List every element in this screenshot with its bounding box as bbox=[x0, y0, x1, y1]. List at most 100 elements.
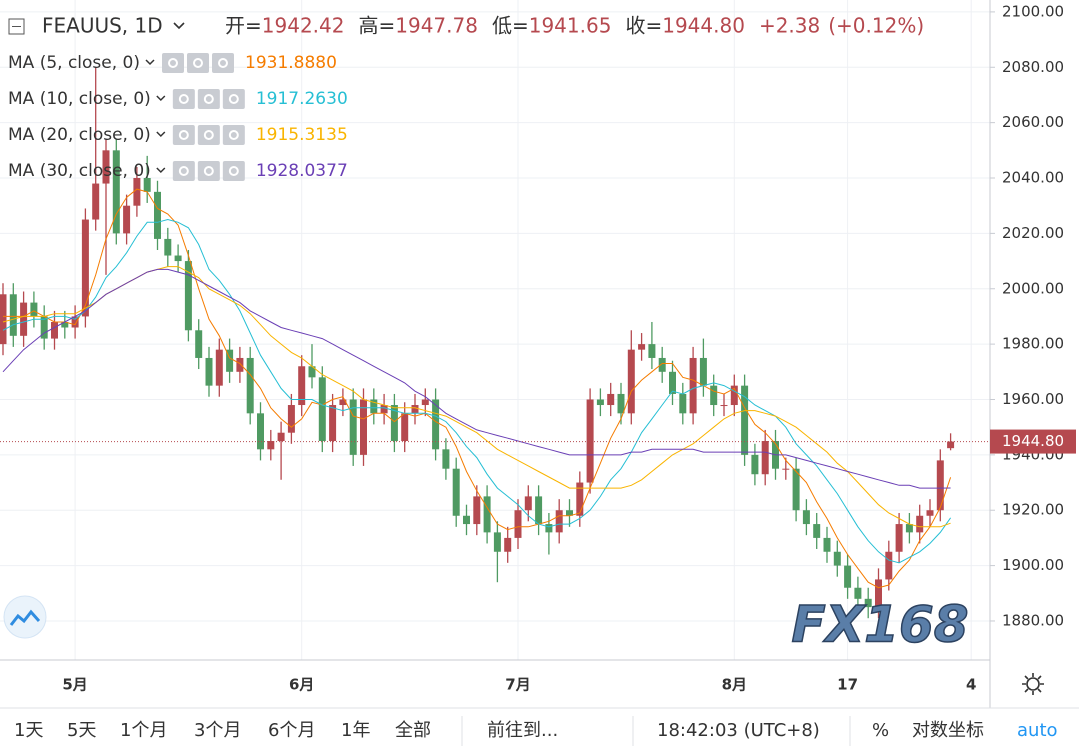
dropdown-icon[interactable] bbox=[156, 95, 166, 102]
candle-body bbox=[885, 551, 893, 580]
range-button[interactable]: 6个月 bbox=[268, 720, 315, 741]
candle-body bbox=[710, 385, 718, 406]
candle-body bbox=[792, 468, 800, 511]
range-button[interactable]: 全部 bbox=[395, 720, 431, 741]
candle-body bbox=[586, 399, 594, 483]
candle-body bbox=[566, 510, 573, 516]
close-button[interactable] bbox=[222, 89, 245, 109]
gear-icon bbox=[203, 130, 214, 140]
legend-name[interactable]: MA (10, close, 0) bbox=[8, 89, 151, 109]
range-button[interactable]: 5天 bbox=[67, 720, 96, 741]
y-tick-label: 2020.00 bbox=[1002, 224, 1064, 242]
range-button[interactable]: 3个月 bbox=[194, 720, 241, 741]
candle-body bbox=[699, 357, 707, 386]
dropdown-icon[interactable] bbox=[173, 22, 185, 30]
candle-body bbox=[442, 449, 450, 469]
legend-name[interactable]: MA (20, close, 0) bbox=[8, 125, 151, 145]
candle-body bbox=[61, 321, 69, 328]
candle-body bbox=[246, 357, 254, 414]
candle-body bbox=[514, 510, 522, 538]
close-button[interactable] bbox=[212, 53, 234, 73]
x-tick-label: 8月 bbox=[722, 676, 747, 694]
x-tick-label: 5月 bbox=[62, 676, 87, 694]
goto-button[interactable]: 前往到... bbox=[487, 720, 558, 741]
x-tick-label: 17 bbox=[837, 676, 858, 694]
eye-button[interactable] bbox=[172, 161, 195, 181]
eye-button[interactable] bbox=[172, 125, 195, 145]
auto-button[interactable]: auto bbox=[1017, 720, 1058, 741]
field-value: 1947.78 bbox=[395, 14, 478, 38]
candle-body bbox=[545, 524, 553, 533]
range-button[interactable]: 1天 bbox=[14, 720, 43, 741]
button-bg[interactable] bbox=[3, 595, 47, 639]
toolbar: 1天 5天 1个月 3个月 6个月 1年 全部 前往到... 18:42:03 (UTC+8)%… bbox=[14, 716, 1058, 746]
dropdown-icon[interactable] bbox=[156, 167, 166, 174]
dropdown-icon[interactable] bbox=[156, 131, 166, 138]
eye-icon bbox=[168, 58, 178, 68]
auto-scale-button[interactable] bbox=[3, 595, 47, 639]
candle-body bbox=[277, 432, 285, 442]
candle-body bbox=[411, 405, 419, 414]
candle-body bbox=[267, 441, 275, 450]
settings-button[interactable] bbox=[1022, 673, 1044, 695]
y-tick-label: 1960.00 bbox=[1002, 390, 1064, 408]
gear-button[interactable] bbox=[197, 161, 220, 181]
candle-body bbox=[71, 316, 79, 328]
field-value: 1941.65 bbox=[529, 14, 612, 38]
y-tick-label: 2100.00 bbox=[1002, 2, 1064, 20]
eye-button[interactable] bbox=[172, 89, 195, 109]
time: 18:42:03 (UTC+8) bbox=[657, 720, 820, 741]
range-button[interactable]: 1年 bbox=[341, 720, 370, 741]
field-value: 1942.42 bbox=[262, 14, 345, 38]
gear-icon[interactable] bbox=[1026, 677, 1040, 691]
candle-body bbox=[524, 496, 532, 511]
legend-value: 1928.0377 bbox=[256, 161, 348, 181]
change: +2.38 bbox=[759, 14, 820, 38]
candle-body bbox=[349, 399, 357, 455]
eye-button[interactable] bbox=[162, 53, 184, 73]
gear-button[interactable] bbox=[197, 125, 220, 145]
candle-body bbox=[0, 294, 7, 345]
log-button[interactable]: 对数坐标 bbox=[912, 720, 984, 741]
candle-body bbox=[916, 515, 924, 533]
last-price-box bbox=[990, 429, 1076, 454]
close-button[interactable] bbox=[222, 161, 245, 181]
candle-body bbox=[226, 349, 234, 372]
legend-name[interactable]: MA (5, close, 0) bbox=[8, 53, 140, 73]
collapse-button[interactable] bbox=[8, 18, 25, 35]
candle-body bbox=[730, 385, 738, 406]
candle-body bbox=[174, 255, 182, 262]
gear-button[interactable] bbox=[187, 53, 209, 73]
candle-body bbox=[720, 405, 728, 407]
percent-button[interactable]: % bbox=[872, 720, 889, 741]
candle-body bbox=[638, 344, 646, 350]
candle-body bbox=[895, 524, 903, 552]
candle-body bbox=[112, 150, 120, 234]
gear-icon bbox=[203, 94, 214, 104]
candle-body bbox=[627, 349, 635, 414]
close-button[interactable] bbox=[222, 125, 245, 145]
button-icon bbox=[9, 609, 41, 626]
legend-value: 1917.2630 bbox=[256, 89, 348, 109]
legend-name[interactable]: MA (30, close, 0) bbox=[8, 161, 151, 181]
candle-body bbox=[432, 399, 440, 450]
gear-icon bbox=[193, 58, 203, 68]
symbol[interactable]: FEAUUS, 1D bbox=[42, 14, 163, 38]
candle-body bbox=[823, 537, 831, 552]
candle-body bbox=[329, 405, 337, 442]
dropdown-icon[interactable] bbox=[145, 59, 155, 66]
x-tick-label: 6月 bbox=[289, 676, 314, 694]
ma-line bbox=[2, 266, 951, 528]
candle-body bbox=[421, 399, 429, 406]
candle-body bbox=[689, 357, 697, 414]
y-tick-label: 1880.00 bbox=[1002, 611, 1064, 629]
range-button[interactable]: 1个月 bbox=[120, 720, 167, 741]
candle-body bbox=[164, 238, 172, 256]
gear-button[interactable] bbox=[197, 89, 220, 109]
candle-body bbox=[102, 150, 110, 184]
legend-value: 1931.8880 bbox=[245, 53, 337, 73]
gear-teeth bbox=[1022, 673, 1044, 695]
x-tick-label: 7月 bbox=[505, 676, 530, 694]
candle-body bbox=[555, 510, 563, 533]
candle-body bbox=[40, 316, 48, 339]
